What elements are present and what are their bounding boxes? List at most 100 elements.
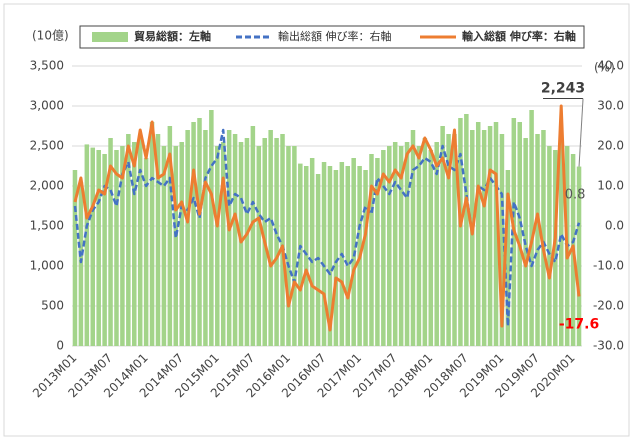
value-label: 2,243	[541, 81, 585, 97]
bar	[256, 146, 262, 346]
y-tick-label: 0	[56, 339, 64, 353]
bar	[404, 142, 410, 346]
bar	[120, 146, 125, 346]
bar	[173, 146, 179, 346]
bar	[96, 150, 101, 346]
bar	[203, 130, 208, 346]
bar	[78, 182, 84, 346]
right-axis-unit: (%)	[594, 61, 615, 75]
y-tick-label: 1,500	[30, 219, 64, 233]
bar	[298, 163, 303, 346]
bar	[126, 134, 131, 346]
bar	[90, 147, 96, 346]
bar	[487, 126, 493, 346]
bar	[363, 170, 368, 346]
bar	[161, 146, 167, 346]
bar	[155, 134, 161, 346]
bar	[137, 138, 143, 346]
y-tick-label: 1,000	[30, 259, 64, 273]
y-tick-label: 3,500	[30, 59, 64, 73]
bar	[576, 166, 582, 346]
y-tick-label: 500	[41, 299, 64, 313]
bar	[167, 126, 173, 346]
line-series	[73, 104, 581, 332]
bar	[84, 144, 90, 346]
y-tick-label: 2,000	[30, 179, 64, 193]
y-tick-label: 3,000	[30, 99, 64, 113]
bar	[416, 146, 422, 346]
bar	[286, 146, 291, 346]
left-axis-unit: (10億)	[32, 29, 69, 43]
y2-tick-label: 40.0	[597, 59, 624, 73]
y-tick-label: 2,500	[30, 139, 64, 153]
bar	[303, 166, 309, 346]
bar	[517, 122, 522, 346]
legend-label: 輸出総額 伸び率：右軸	[278, 29, 392, 43]
bar	[197, 118, 202, 346]
legend-label: 貿易総額：左軸	[134, 29, 211, 43]
bar	[410, 130, 416, 346]
bar	[387, 146, 392, 346]
bar	[547, 146, 552, 346]
bar	[381, 150, 386, 346]
bar	[529, 110, 534, 346]
bar	[238, 142, 244, 346]
bar	[434, 142, 439, 346]
bar	[292, 146, 297, 346]
bar	[232, 134, 238, 346]
bar	[369, 154, 374, 346]
bar	[505, 170, 511, 346]
bar	[143, 158, 149, 346]
bar	[309, 158, 315, 346]
bar	[398, 146, 404, 346]
bar	[321, 162, 327, 346]
bar	[475, 122, 481, 346]
y2-tick-label: 30.0	[597, 99, 624, 113]
bar	[220, 142, 226, 346]
bar	[250, 126, 256, 346]
bar	[327, 166, 333, 346]
bar	[481, 130, 487, 346]
bar	[209, 110, 214, 346]
y2-tick-label: -10.0	[593, 259, 624, 273]
y2-tick-label: 0.0	[605, 219, 624, 233]
bar	[333, 170, 339, 346]
bar	[440, 126, 445, 346]
bar	[464, 114, 469, 346]
y2-tick-label: 10.0	[597, 179, 624, 193]
legend-label: 輸入総額 伸び率：右軸	[462, 29, 576, 43]
y2-tick-label: -30.0	[593, 339, 624, 353]
bar	[499, 134, 505, 346]
bar	[446, 134, 451, 346]
bar	[226, 130, 232, 346]
bar	[215, 146, 220, 346]
label-leader	[578, 98, 584, 167]
bar	[102, 154, 107, 346]
bar	[280, 134, 285, 346]
y2-tick-label: 20.0	[597, 139, 624, 153]
value-label: 0.8	[565, 187, 586, 202]
bar	[114, 150, 119, 346]
bar	[244, 138, 250, 346]
bar	[132, 142, 137, 346]
bar	[428, 150, 434, 346]
bar	[149, 122, 155, 346]
bar	[470, 130, 475, 346]
legend-swatch	[92, 32, 128, 42]
bar	[179, 142, 184, 346]
bar	[274, 138, 279, 346]
value-label: -17.6	[559, 316, 599, 332]
bar	[72, 170, 78, 346]
bar	[452, 134, 457, 346]
bar	[268, 130, 273, 346]
bar	[535, 134, 540, 346]
bar	[345, 166, 351, 346]
bar	[375, 158, 380, 346]
y2-tick-label: -20.0	[593, 299, 624, 313]
bar	[422, 138, 428, 346]
bar	[191, 122, 196, 346]
bar	[541, 130, 546, 346]
bar	[493, 122, 499, 346]
bar	[185, 130, 190, 346]
